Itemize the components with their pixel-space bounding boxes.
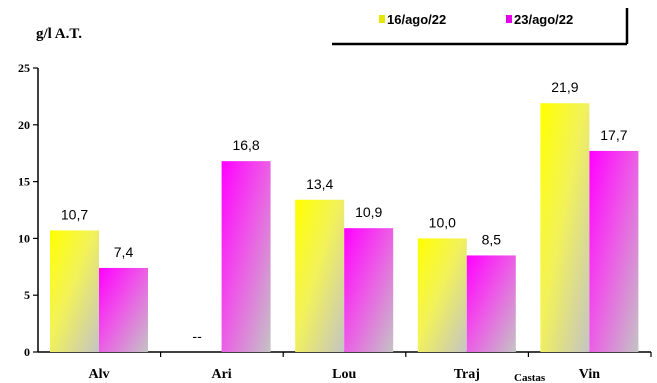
value-label-lou-16-ago-22: 13,4 (306, 176, 333, 192)
value-label-alv-16-ago-22: 10,7 (61, 206, 88, 222)
bars (50, 103, 639, 352)
bar-alv-23-ago-22 (99, 267, 148, 352)
value-label-lou-23-ago-22: 10,9 (355, 204, 382, 220)
bar-traj-23-ago-22 (466, 255, 516, 352)
category-label-traj: Traj (454, 367, 480, 382)
legend-swatch-16-ago-22 (379, 15, 385, 23)
y-axis-label: g/l A.T. (36, 26, 82, 42)
y-tick-label-15: 15 (18, 175, 30, 189)
category-label-alv: Alv (89, 367, 110, 382)
bar-alv-16-ago-22 (50, 230, 99, 352)
category-label-vin: Vin (579, 367, 600, 382)
value-labels: 10,7 7,4 -- 16,8 13,4 10,9 10,0 8,5 21,9 17,7 (61, 79, 628, 344)
y-tick-label-25: 25 (18, 61, 30, 75)
legend-label-23-ago-22: 23/ago/22 (514, 12, 573, 27)
y-tick-label-0: 0 (24, 345, 30, 359)
legend: 16/ago/22 23/ago/22 (332, 8, 629, 46)
x-axis-label: Castas (514, 372, 546, 383)
legend-swatch-23-ago-22 (506, 15, 512, 23)
bar-traj-16-ago-22 (417, 238, 467, 352)
bar-lou-16-ago-22 (295, 199, 345, 352)
legend-label-16-ago-22: 16/ago/22 (387, 12, 446, 27)
bar-vin-16-ago-22 (540, 103, 590, 352)
value-label-traj-16-ago-22: 10,0 (429, 214, 456, 230)
category-labels: Alv Ari Lou Traj Vin (89, 367, 601, 382)
value-label-vin-16-ago-22: 21,9 (551, 79, 578, 95)
bar-vin-23-ago-22 (589, 150, 639, 352)
y-tick-label-5: 5 (24, 288, 30, 302)
category-label-ari: Ari (211, 367, 231, 382)
y-tick-label-20: 20 (18, 118, 30, 132)
value-label-alv-23-ago-22: 7,4 (114, 244, 134, 260)
value-label-vin-23-ago-22: 17,7 (600, 127, 627, 143)
y-tick-label-10: 10 (18, 231, 30, 245)
value-label-traj-23-ago-22: 8,5 (482, 231, 502, 247)
category-label-lou: Lou (332, 367, 356, 382)
bar-lou-23-ago-22 (344, 228, 394, 352)
value-label-ari-23-ago-22: 16,8 (232, 137, 259, 153)
value-label-ari-16-ago-22: -- (192, 328, 202, 344)
bar-ari-23-ago-22 (221, 161, 271, 352)
